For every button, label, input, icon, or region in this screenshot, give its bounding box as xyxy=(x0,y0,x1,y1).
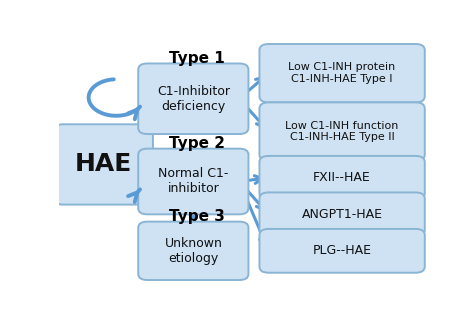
Text: Type 3: Type 3 xyxy=(169,209,225,223)
FancyBboxPatch shape xyxy=(138,149,248,214)
Text: HAE: HAE xyxy=(75,152,132,176)
Text: C1-Inhibitor
deficiency: C1-Inhibitor deficiency xyxy=(157,85,230,113)
FancyBboxPatch shape xyxy=(259,102,425,161)
Text: FXII--HAE: FXII--HAE xyxy=(313,171,371,184)
FancyBboxPatch shape xyxy=(259,44,425,102)
Text: Unknown
etiology: Unknown etiology xyxy=(164,237,222,265)
Text: Type 1: Type 1 xyxy=(169,51,225,66)
FancyBboxPatch shape xyxy=(259,192,425,236)
Text: ANGPT1-HAE: ANGPT1-HAE xyxy=(301,208,383,221)
Text: Low C1-INH protein
C1-INH-HAE Type I: Low C1-INH protein C1-INH-HAE Type I xyxy=(289,62,396,84)
Text: Low C1-INH function
C1-INH-HAE Type II: Low C1-INH function C1-INH-HAE Type II xyxy=(285,121,399,143)
FancyBboxPatch shape xyxy=(259,156,425,200)
FancyBboxPatch shape xyxy=(259,229,425,273)
FancyBboxPatch shape xyxy=(54,124,153,204)
Text: Type 2: Type 2 xyxy=(169,136,225,151)
Text: Normal C1-
inhibitor: Normal C1- inhibitor xyxy=(158,167,228,196)
Text: PLG--HAE: PLG--HAE xyxy=(313,244,372,257)
FancyBboxPatch shape xyxy=(138,64,248,134)
FancyBboxPatch shape xyxy=(138,222,248,280)
